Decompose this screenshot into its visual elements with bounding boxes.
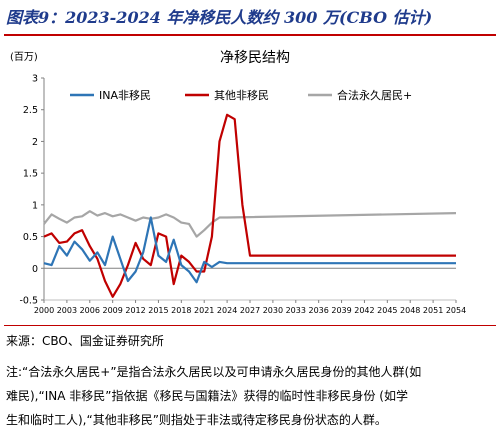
title-divider: [4, 34, 496, 36]
x-tick-label: 2003: [57, 306, 77, 315]
x-tick-label: 2021: [194, 306, 214, 315]
series-line: [43, 113, 456, 298]
y-tick-label: 1: [32, 200, 38, 211]
x-tick-label: 2042: [354, 306, 374, 315]
y-tick-label: 1.5: [23, 169, 38, 180]
x-tick-label: 2015: [148, 306, 168, 315]
x-tick-label: 2009: [102, 306, 122, 315]
x-tick-label: 2030: [263, 306, 283, 315]
chart-series: [43, 113, 457, 298]
y-tick-label: -0.5: [19, 296, 38, 307]
bottom-divider: [4, 325, 496, 326]
line-chart: 净移民结构 (百万) -0.5 0 0.5 1 1.5 2 2.5 3 2000 2003 2006…: [10, 50, 466, 316]
legend-label: 合法永久居民+: [337, 88, 412, 102]
note-line: 生和临时工人),“其他非移民”则指处于非法或待定移民身份状态的人群。: [6, 413, 387, 427]
y-unit-label: (百万): [10, 51, 38, 63]
note-line: 难民),“INA 非移民”指依据《移民与国籍法》获得的临时性非移民身份 (如学: [6, 389, 408, 403]
note-block: 注:“合法永久居民+”是指合法永久居民以及可申请永久居民身份的其他人群(如 难民…: [6, 360, 494, 432]
y-tick-label: 0.5: [23, 232, 38, 243]
x-tick-label: 2051: [423, 306, 443, 315]
chart-title: 净移民结构: [220, 50, 290, 66]
y-tick-label: 3: [32, 74, 38, 85]
legend-label: 其他非移民: [214, 89, 269, 102]
source-text: 来源：CBO、国金证券研究所: [6, 334, 164, 348]
x-tick-label: 2048: [400, 306, 420, 315]
chart-area: 净移民结构 (百万) -0.5 0 0.5 1 1.5 2 2.5 3 2000 2003 2006…: [0, 38, 500, 320]
y-tick-label: 2: [32, 137, 38, 148]
figure-title: 图表9：2023-2024 年净移民人数约 300 万(CBO 估计): [6, 8, 433, 27]
x-tick-label: 2036: [308, 306, 328, 315]
series-line: [43, 216, 456, 284]
x-tick-label: 2024: [217, 306, 237, 315]
x-tick-label: 2045: [377, 306, 397, 315]
x-tick-label: 2006: [80, 306, 100, 315]
x-tick-label: 2000: [34, 306, 54, 315]
x-tick-label: 2033: [286, 306, 306, 315]
series-line: [43, 210, 457, 238]
x-tick-label: 2012: [125, 306, 145, 315]
x-tick-label: 2018: [171, 306, 191, 315]
y-tick-label: 2.5: [23, 105, 38, 116]
x-tick-label: 2039: [331, 306, 351, 315]
y-tick-label: 0: [32, 264, 38, 275]
note-line: 注:“合法永久居民+”是指合法永久居民以及可申请永久居民身份的其他人群(如: [6, 365, 422, 379]
legend-label: INA非移民: [99, 89, 151, 102]
chart-legend: INA非移民 其他非移民 合法永久居民+: [70, 88, 412, 102]
x-tick-label: 2054: [446, 306, 466, 315]
x-tick-label: 2027: [240, 306, 260, 315]
